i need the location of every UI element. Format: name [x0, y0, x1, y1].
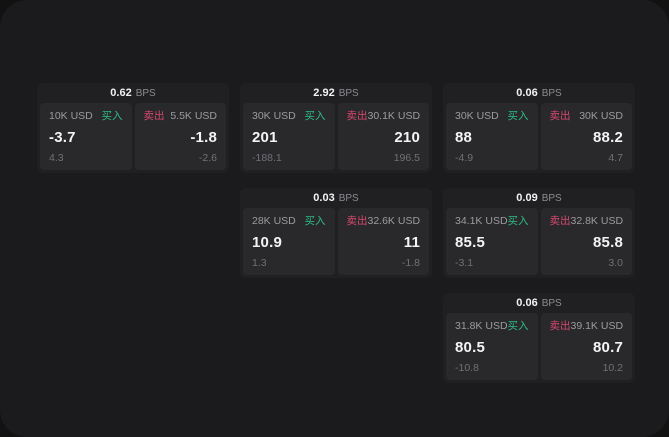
buy-notional: 28K USD — [252, 215, 296, 227]
buy-delta: -10.8 — [455, 361, 479, 374]
bps-value: 0.03 — [313, 192, 335, 204]
quote-panels: 28K USD 买入 10.9 1.3 卖出 32.6K USD 11 -1.8 — [240, 208, 432, 278]
quote-card: 2.92 BPS 30K USD 买入 201 -188.1 卖出 30.1K … — [240, 83, 432, 173]
bps-unit-label: BPS — [541, 297, 562, 309]
bps-header: 2.92 BPS — [240, 83, 432, 103]
quote-panels: 10K USD 买入 -3.7 4.3 卖出 5.5K USD -1.8 -2.… — [37, 103, 229, 173]
bps-header: 0.06 BPS — [443, 293, 635, 313]
sell-price: 80.7 — [593, 338, 623, 356]
buy-price: -3.7 — [49, 128, 76, 146]
buy-side-label: 买入 — [304, 110, 326, 122]
sell-notional: 32.8K USD — [570, 215, 624, 227]
sell-delta: 10.2 — [602, 361, 623, 374]
bps-header: 0.06 BPS — [443, 83, 635, 103]
sell-notional: 30.1K USD — [367, 110, 421, 122]
buy-notional: 31.8K USD — [455, 320, 508, 332]
buy-delta: 1.3 — [252, 256, 267, 269]
bps-value: 0.06 — [516, 87, 538, 99]
bps-unit-label: BPS — [338, 192, 359, 204]
bps-unit-label: BPS — [541, 192, 562, 204]
sell-side-label: 卖出 — [549, 110, 571, 122]
buy-panel[interactable]: 34.1K USD 买入 85.5 -3.1 — [446, 208, 538, 275]
sell-delta: -1.8 — [401, 256, 420, 269]
buy-price: 88 — [455, 128, 473, 146]
bps-value: 0.06 — [516, 297, 538, 309]
buy-panel[interactable]: 28K USD 买入 10.9 1.3 — [243, 208, 335, 275]
sell-notional: 39.1K USD — [570, 320, 624, 332]
bps-header: 0.03 BPS — [240, 188, 432, 208]
buy-side-label: 买入 — [304, 215, 326, 227]
sell-side-label: 卖出 — [549, 215, 571, 227]
bps-header: 0.62 BPS — [37, 83, 229, 103]
sell-notional: 30K USD — [579, 110, 623, 122]
quote-panels: 30K USD 买入 201 -188.1 卖出 30.1K USD 210 1… — [240, 103, 432, 173]
sell-notional: 5.5K USD — [170, 110, 217, 122]
bps-value: 0.09 — [516, 192, 538, 204]
sell-panel[interactable]: 卖出 30.1K USD 210 196.5 — [337, 103, 429, 170]
buy-delta: 4.3 — [49, 151, 64, 164]
buy-price: 10.9 — [252, 233, 282, 251]
bps-unit-label: BPS — [338, 87, 359, 99]
buy-notional: 30K USD — [455, 110, 499, 122]
quote-panels: 31.8K USD 买入 80.5 -10.8 卖出 39.1K USD 80.… — [443, 313, 635, 383]
sell-panel[interactable]: 卖出 32.8K USD 85.8 3.0 — [540, 208, 632, 275]
sell-notional: 32.6K USD — [367, 215, 421, 227]
buy-delta: -4.9 — [455, 151, 474, 164]
buy-notional: 34.1K USD — [455, 215, 508, 227]
quotes-grid: 0.62 BPS 10K USD 买入 -3.7 4.3 卖出 5.5K USD — [37, 83, 635, 383]
buy-side-label: 买入 — [507, 215, 529, 227]
sell-side-label: 卖出 — [143, 110, 165, 122]
quote-panels: 30K USD 买入 88 -4.9 卖出 30K USD 88.2 4.7 — [443, 103, 635, 173]
sell-panel[interactable]: 卖出 32.6K USD 11 -1.8 — [337, 208, 429, 275]
bps-value: 0.62 — [110, 87, 132, 99]
sell-side-label: 卖出 — [549, 320, 571, 332]
buy-price: 80.5 — [455, 338, 485, 356]
buy-panel[interactable]: 10K USD 买入 -3.7 4.3 — [40, 103, 132, 170]
bps-unit-label: BPS — [135, 87, 156, 99]
sell-side-label: 卖出 — [346, 215, 368, 227]
sell-price: -1.8 — [190, 128, 217, 146]
buy-panel[interactable]: 30K USD 买入 201 -188.1 — [243, 103, 335, 170]
sell-price: 88.2 — [593, 128, 623, 146]
quote-card: 0.03 BPS 28K USD 买入 10.9 1.3 卖出 32.6K US… — [240, 188, 432, 278]
quote-card: 0.06 BPS 31.8K USD 买入 80.5 -10.8 卖出 39.1… — [443, 293, 635, 383]
buy-price: 201 — [252, 128, 278, 146]
buy-delta: -188.1 — [252, 151, 282, 164]
buy-side-label: 买入 — [101, 110, 123, 122]
sell-delta: 3.0 — [608, 256, 623, 269]
sell-panel[interactable]: 卖出 5.5K USD -1.8 -2.6 — [134, 103, 226, 170]
buy-panel[interactable]: 31.8K USD 买入 80.5 -10.8 — [446, 313, 538, 380]
bps-value: 2.92 — [313, 87, 335, 99]
sell-delta: 4.7 — [608, 151, 623, 164]
buy-side-label: 买入 — [507, 320, 529, 332]
quote-card: 0.62 BPS 10K USD 买入 -3.7 4.3 卖出 5.5K USD — [37, 83, 229, 173]
buy-side-label: 买入 — [507, 110, 529, 122]
buy-price: 85.5 — [455, 233, 485, 251]
sell-side-label: 卖出 — [346, 110, 368, 122]
buy-delta: -3.1 — [455, 256, 474, 269]
quote-card: 0.09 BPS 34.1K USD 买入 85.5 -3.1 卖出 32.8K… — [443, 188, 635, 278]
sell-delta: -2.6 — [198, 151, 217, 164]
quote-panels: 34.1K USD 买入 85.5 -3.1 卖出 32.8K USD 85.8… — [443, 208, 635, 278]
bps-unit-label: BPS — [541, 87, 562, 99]
sell-price: 210 — [394, 128, 420, 146]
sell-price: 11 — [403, 233, 420, 251]
buy-notional: 10K USD — [49, 110, 93, 122]
sell-price: 85.8 — [593, 233, 623, 251]
quote-card: 0.06 BPS 30K USD 买入 88 -4.9 卖出 30K USD — [443, 83, 635, 173]
buy-notional: 30K USD — [252, 110, 296, 122]
sell-panel[interactable]: 卖出 39.1K USD 80.7 10.2 — [540, 313, 632, 380]
sell-panel[interactable]: 卖出 30K USD 88.2 4.7 — [540, 103, 632, 170]
bps-header: 0.09 BPS — [443, 188, 635, 208]
buy-panel[interactable]: 30K USD 买入 88 -4.9 — [446, 103, 538, 170]
sell-delta: 196.5 — [393, 151, 420, 164]
